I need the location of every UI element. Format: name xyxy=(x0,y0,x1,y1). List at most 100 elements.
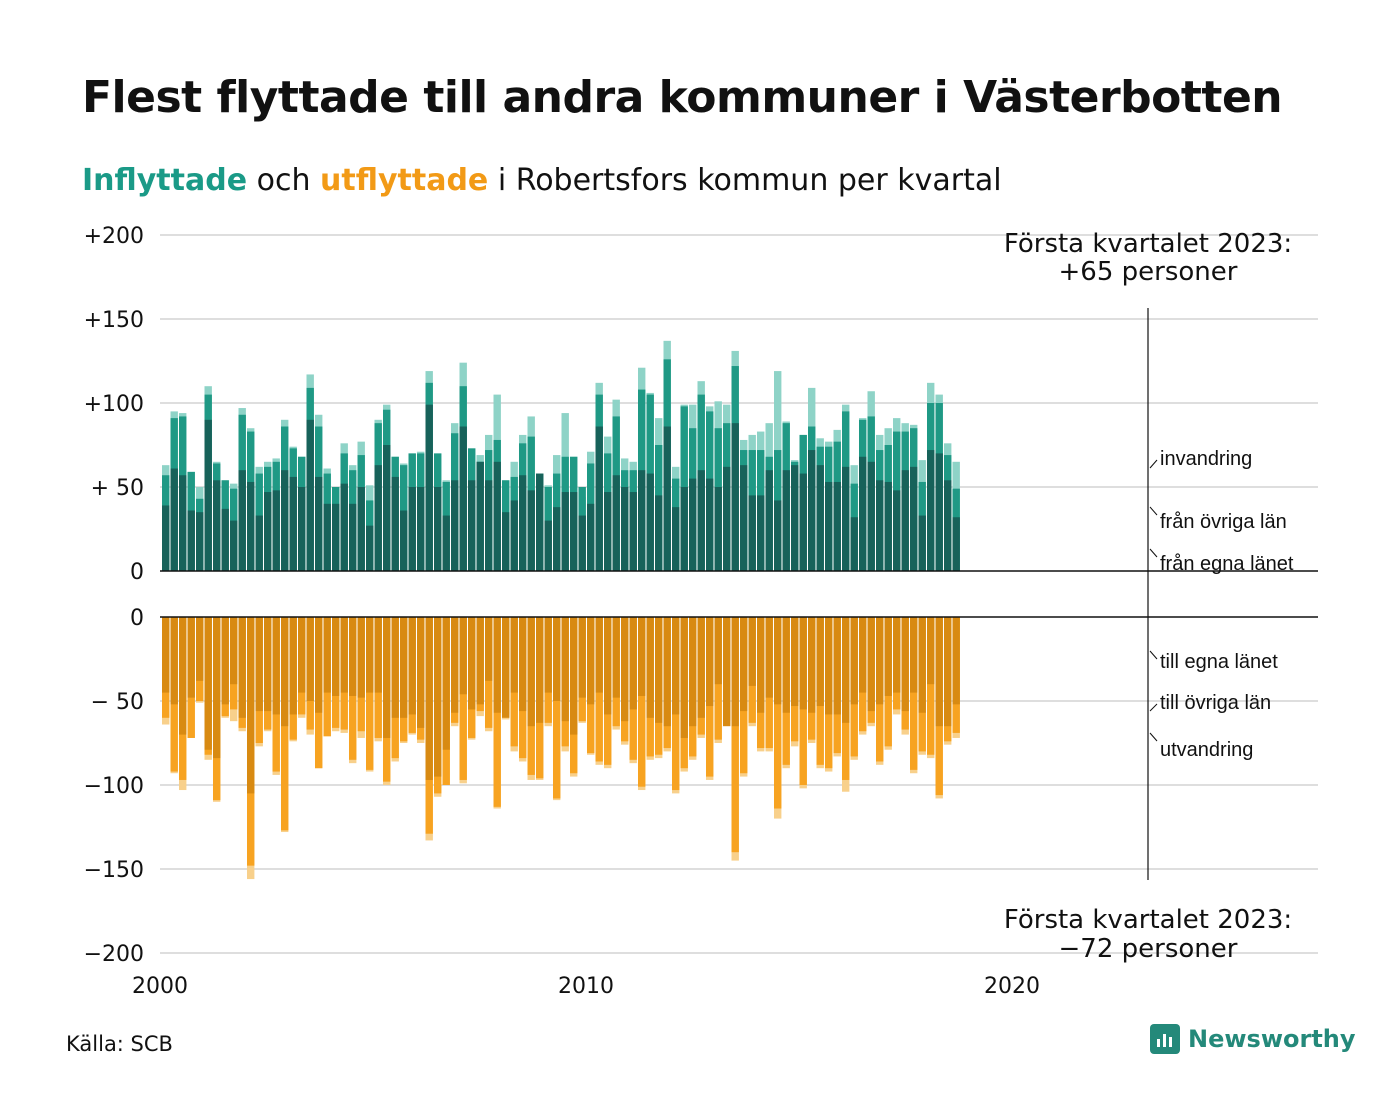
label-leader xyxy=(1149,548,1158,558)
bar-in-own xyxy=(561,492,569,571)
y-tick-label: +200 xyxy=(84,224,144,249)
bar-out-own xyxy=(816,617,824,707)
bar-in-own xyxy=(485,480,493,571)
bar-in-own xyxy=(170,468,178,571)
bar-in-own xyxy=(408,487,416,571)
bar-in-own xyxy=(748,495,756,571)
bar-out-other xyxy=(910,617,918,770)
bar-out-own xyxy=(884,617,892,696)
bar-out-own xyxy=(179,617,187,735)
bar-in-own xyxy=(162,505,170,571)
brand-name: Newsworthy xyxy=(1188,1025,1356,1053)
bar-out-own xyxy=(825,617,833,715)
bar-out-own xyxy=(935,617,943,727)
bar-in-own xyxy=(901,470,909,571)
bar-out-own xyxy=(663,617,671,727)
series-label-in: invandring xyxy=(1160,448,1252,470)
bar-in-own xyxy=(706,478,714,571)
annotation-bottom-line1: Första kvartalet 2023: xyxy=(1004,905,1292,935)
bar-in-own xyxy=(680,487,688,571)
bar-out-own xyxy=(638,617,646,696)
bar-in-own xyxy=(553,507,561,571)
bar-in-own xyxy=(332,503,340,571)
bar-out-own xyxy=(298,617,306,693)
bar-out-own xyxy=(459,617,467,695)
bar-out-own xyxy=(723,617,731,727)
y-tick-label: −100 xyxy=(84,774,144,799)
bar-out-own xyxy=(502,617,510,718)
bar-out-own xyxy=(340,617,348,693)
bar-in-own xyxy=(476,461,484,571)
series-label-in: från övriga län xyxy=(1160,511,1287,533)
label-leader xyxy=(1149,650,1158,660)
bar-out-own xyxy=(570,617,578,735)
bar-out-own xyxy=(374,617,382,693)
bar-in-own xyxy=(187,510,195,571)
bar-in-own xyxy=(544,520,552,571)
bar-in-own xyxy=(519,475,527,571)
bar-out-own xyxy=(646,617,654,718)
bar-out-own xyxy=(833,617,841,715)
bar-out-own xyxy=(238,617,246,718)
bar-out-own xyxy=(604,617,612,715)
bar-in-own xyxy=(612,475,620,571)
bar-out-own xyxy=(842,617,850,723)
bar-in-own xyxy=(459,426,467,571)
subtitle-rest: i Robertsfors kommun per kvartal xyxy=(497,163,1002,198)
bar-out-own xyxy=(621,617,629,722)
bar-out-own xyxy=(476,617,484,705)
bar-out-own xyxy=(527,617,535,727)
bar-in-own xyxy=(816,465,824,571)
bar-in-own xyxy=(859,456,867,571)
bar-out-own xyxy=(349,617,357,696)
bar-out-own xyxy=(536,617,544,723)
bar-in-own xyxy=(935,453,943,571)
bar-out-own xyxy=(748,617,756,686)
bar-out-own xyxy=(442,617,450,750)
bar-out-other xyxy=(638,617,646,787)
bar-out-own xyxy=(417,617,425,728)
bar-out-own xyxy=(578,617,586,698)
bar-out-own xyxy=(315,617,323,713)
bar-out-own xyxy=(612,617,620,698)
bar-out-own xyxy=(366,617,374,693)
bar-out-own xyxy=(247,617,255,794)
series-label-in: från egna länet xyxy=(1160,553,1294,575)
bar-in-own xyxy=(536,473,544,571)
x-tick-label: 2010 xyxy=(558,974,614,999)
bar-in-own xyxy=(638,470,646,571)
bar-out-other xyxy=(731,617,739,853)
y-tick-label: +100 xyxy=(84,392,144,417)
bar-in-own xyxy=(238,470,246,571)
y-tick-label: 0 xyxy=(130,606,144,631)
bar-in-own xyxy=(221,508,229,571)
bar-out-own xyxy=(289,617,297,715)
bar-out-own xyxy=(196,617,204,681)
bar-out-own xyxy=(672,617,680,715)
bar-out-own xyxy=(774,617,782,705)
bar-out-own xyxy=(383,617,391,738)
bar-in-own xyxy=(927,450,935,571)
bar-out-own xyxy=(595,617,603,693)
bar-in-own xyxy=(442,515,450,571)
label-leader xyxy=(1149,459,1158,469)
bar-out-own xyxy=(910,617,918,693)
bar-in-own xyxy=(910,466,918,571)
bar-out-other xyxy=(459,617,467,780)
bar-out-own xyxy=(332,617,340,696)
bar-in-own xyxy=(451,480,459,571)
bar-out-own xyxy=(689,617,697,727)
x-tick-label: 2000 xyxy=(132,974,188,999)
bar-in-own xyxy=(740,465,748,571)
bar-in-own xyxy=(425,404,433,571)
bar-out-own xyxy=(162,617,170,693)
bar-out-own xyxy=(272,617,280,715)
bar-out-own xyxy=(204,617,212,750)
bar-in-own xyxy=(629,492,637,571)
bar-out-own xyxy=(587,617,595,705)
annotation-top-line1: Första kvartalet 2023: xyxy=(1004,229,1292,259)
bar-in-own xyxy=(570,492,578,571)
bar-in-own xyxy=(867,461,875,571)
subtitle-inflow-word: Inflyttade xyxy=(82,163,248,198)
